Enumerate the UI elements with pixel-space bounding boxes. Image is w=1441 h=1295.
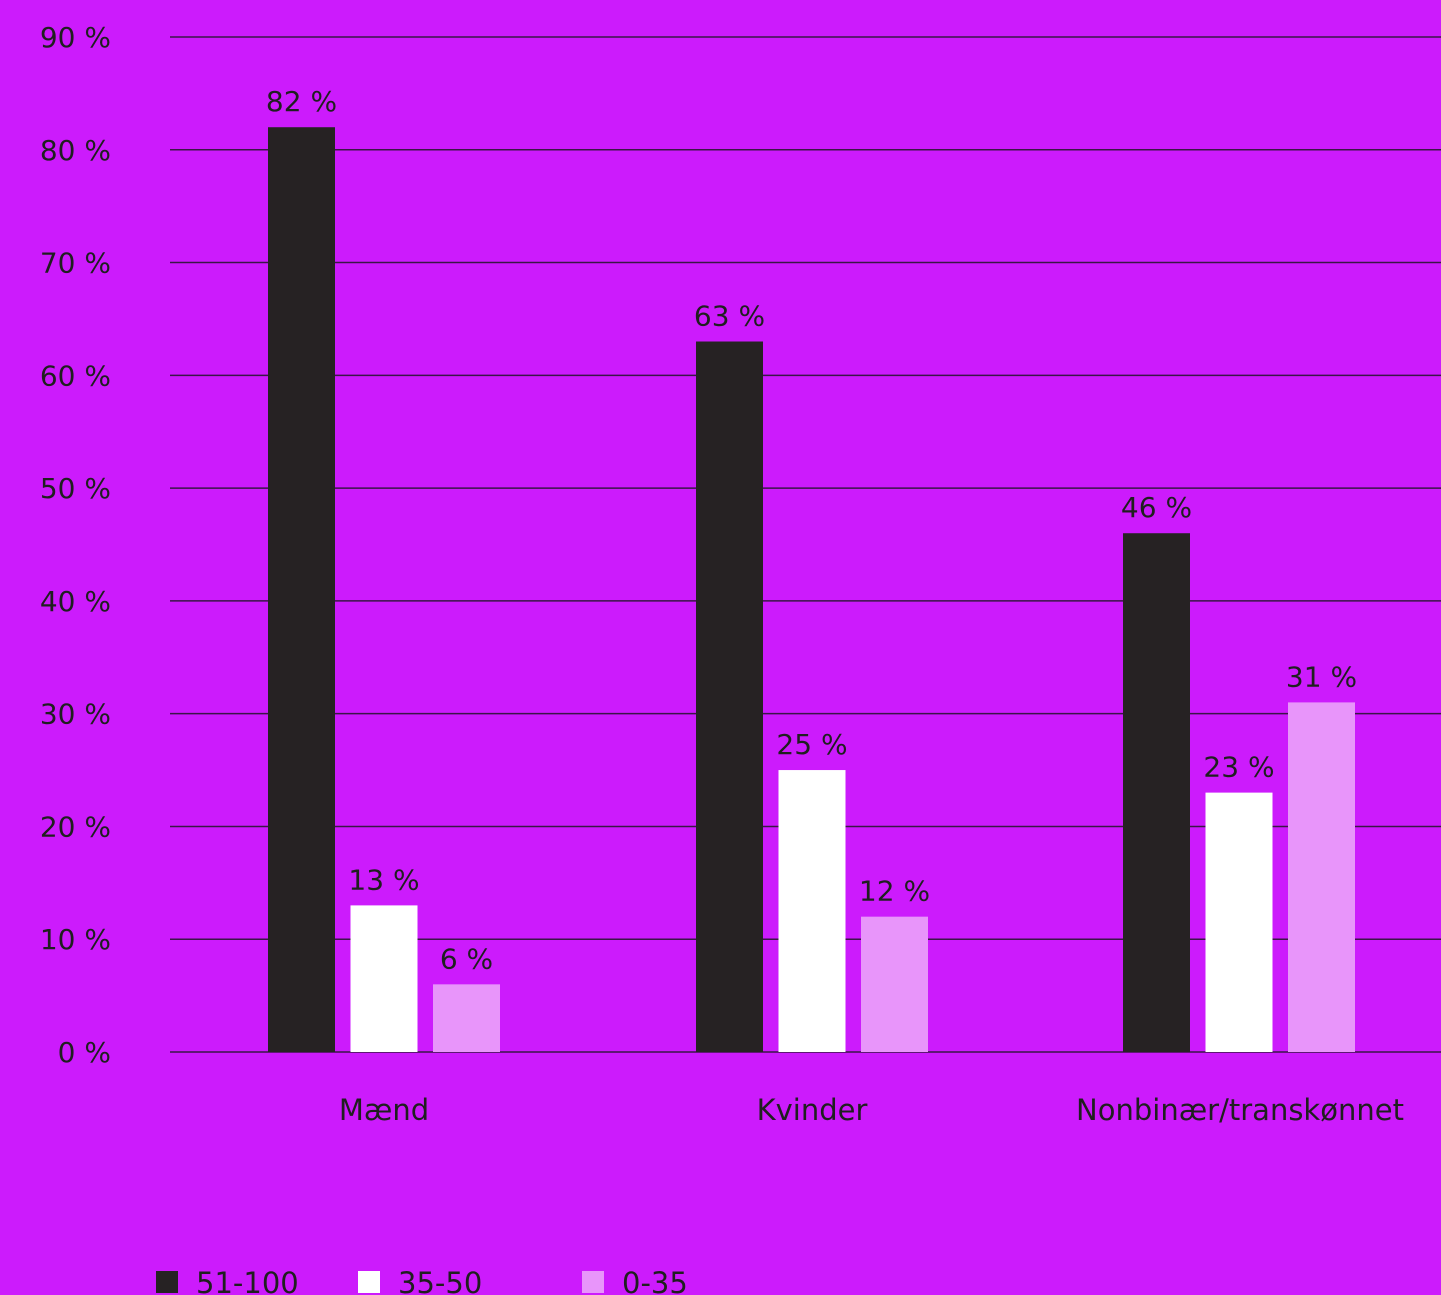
- bar-35-50-1: [778, 770, 846, 1052]
- data-label-51-100-0: 82 %: [266, 85, 337, 118]
- legend-item-35-50: 35-50: [358, 1266, 482, 1295]
- bar-0-35-2: [1288, 702, 1355, 1052]
- data-label-0-35-1: 12 %: [859, 875, 930, 908]
- y-tick-label-20: 20 %: [40, 810, 111, 843]
- data-label-51-100-2: 46 %: [1121, 491, 1192, 524]
- category-label-1: Kvinder: [757, 1093, 868, 1127]
- legend-item-0-35: 0-35: [582, 1266, 688, 1295]
- bar-51-100-2: [1123, 533, 1190, 1052]
- legend-label-51-100: 51-100: [196, 1266, 299, 1295]
- category-label-0: Mænd: [339, 1093, 429, 1127]
- y-tick-label-40: 40 %: [40, 585, 111, 618]
- data-label-0-35-0: 6 %: [440, 942, 493, 975]
- data-label-51-100-1: 63 %: [694, 300, 765, 333]
- legend-item-51-100: 51-100: [156, 1266, 299, 1295]
- legend-swatch-0-35: [582, 1271, 604, 1293]
- y-tick-label-30: 30 %: [40, 698, 111, 731]
- bar-35-50-2: [1205, 792, 1273, 1052]
- legend-label-0-35: 0-35: [622, 1266, 688, 1295]
- data-label-0-35-2: 31 %: [1286, 660, 1357, 693]
- category-label-2: Nonbinær/transkønnet: [1076, 1093, 1404, 1127]
- y-tick-label-60: 60 %: [40, 359, 111, 392]
- y-tick-label-50: 50 %: [40, 472, 111, 505]
- bar-51-100-1: [696, 341, 763, 1052]
- legend-label-35-50: 35-50: [398, 1266, 482, 1295]
- data-label-35-50-2: 23 %: [1203, 751, 1274, 784]
- y-tick-label-0: 0 %: [58, 1036, 111, 1069]
- legend-swatch-35-50: [358, 1271, 380, 1293]
- bars: [268, 127, 1355, 1052]
- y-tick-label-10: 10 %: [40, 923, 111, 956]
- bar-51-100-0: [268, 127, 335, 1052]
- y-tick-label-70: 70 %: [40, 247, 111, 280]
- category-labels: Mænd Kvinder Nonbinær/transkønnet: [339, 1093, 1404, 1127]
- legend: 51-100 35-50 0-35: [156, 1266, 688, 1295]
- bar-0-35-0: [433, 984, 500, 1052]
- bar-35-50-0: [350, 905, 418, 1052]
- data-label-35-50-0: 13 %: [348, 863, 419, 896]
- data-label-35-50-1: 25 %: [776, 728, 847, 761]
- legend-swatch-51-100: [156, 1271, 178, 1293]
- y-axis-tick-labels: 0 % 10 % 20 % 30 % 40 % 50 % 60 % 70 % 80 % 90 %: [40, 21, 111, 1069]
- data-labels: 82 % 63 % 46 % 13 % 25 % 23 % 6 % 12 % 31 %: [266, 85, 1357, 975]
- y-tick-label-90: 90 %: [40, 21, 111, 54]
- y-tick-label-80: 80 %: [40, 134, 111, 167]
- bar-0-35-1: [861, 916, 928, 1052]
